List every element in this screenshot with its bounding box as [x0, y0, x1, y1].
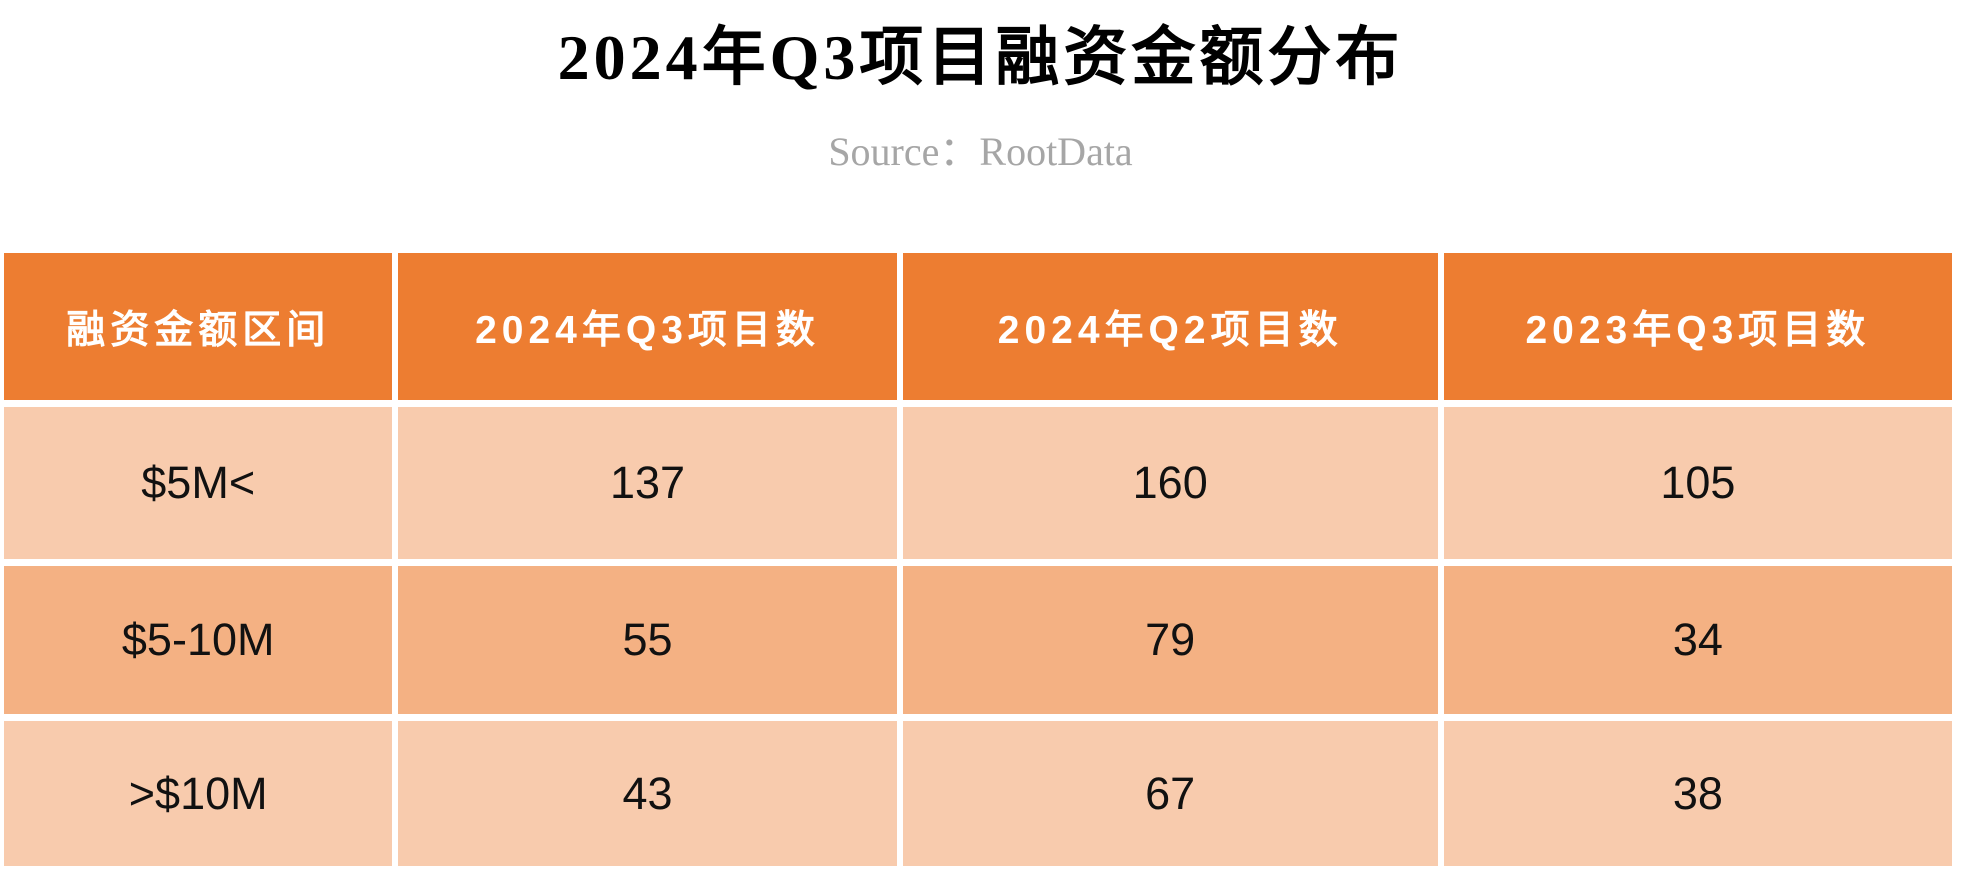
table-cell-r3-2023q3: 38 [1443, 721, 1952, 866]
header-cell-2024-q2-count: 2024年Q2项目数 [902, 253, 1438, 400]
table-cell-r3-range: >$10M [4, 721, 393, 866]
table-cell-r2-2024q2: 79 [902, 566, 1438, 714]
financing-table: 融资金额区间 2024年Q3项目数 2024年Q2项目数 2023年Q3项目数 … [4, 253, 1952, 866]
table-cell-r1-2024q2: 160 [902, 407, 1438, 559]
source-caption: Source：RootData [828, 129, 1133, 174]
header-cell-2024-q3-count: 2024年Q3项目数 [398, 253, 897, 400]
table-cell-r2-2023q3: 34 [1443, 566, 1952, 714]
table-cell-r1-range: $5M< [4, 407, 393, 559]
page-title: 2024年Q3项目融资金额分布 [557, 22, 1404, 93]
table-cell-r1-2023q3: 105 [1443, 407, 1952, 559]
table-cell-r1-2024q3: 137 [398, 407, 897, 559]
header-cell-financing-range: 融资金额区间 [4, 253, 393, 400]
table-cell-r2-2024q3: 55 [398, 566, 897, 714]
table-cell-r3-2024q2: 67 [902, 721, 1438, 866]
header-cell-2023-q3-count: 2023年Q3项目数 [1443, 253, 1952, 400]
table-cell-r2-range: $5-10M [4, 566, 393, 714]
table-cell-r3-2024q3: 43 [398, 721, 897, 866]
